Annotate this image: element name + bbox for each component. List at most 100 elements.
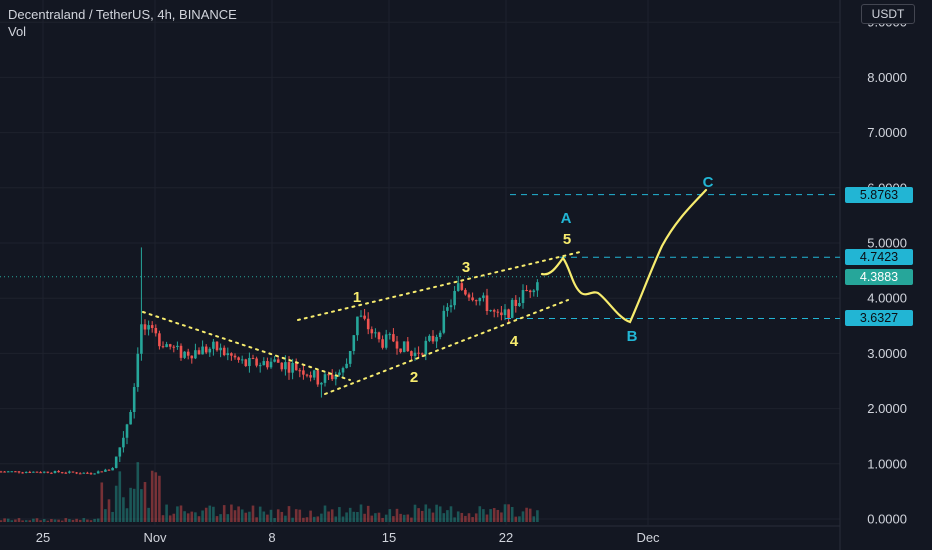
candle-body	[435, 336, 438, 342]
candle-body	[456, 283, 460, 291]
candle-body	[21, 472, 24, 474]
y-tick-label: 2.0000	[867, 401, 907, 416]
volume-bar	[359, 504, 363, 522]
candle-body	[496, 311, 500, 313]
volume-bar	[294, 509, 298, 522]
y-tick-label: 8.0000	[867, 70, 907, 85]
candle-body	[370, 329, 374, 334]
y-tick-label: 7.0000	[867, 125, 907, 140]
volume-bar	[467, 513, 471, 522]
candle-body	[186, 351, 190, 356]
candle-body	[503, 309, 507, 316]
volume-bar	[6, 518, 10, 522]
volume-bar	[503, 504, 507, 522]
volume-bar	[68, 519, 71, 522]
volume-bar	[143, 482, 147, 522]
volume-bar	[100, 482, 104, 522]
volume-bar	[327, 511, 330, 522]
candle-body	[276, 359, 280, 363]
volume-bar	[35, 518, 39, 522]
volume-bar	[345, 512, 348, 522]
candle-body	[172, 346, 176, 348]
volume-bar	[424, 504, 428, 522]
volume-bar	[240, 509, 244, 522]
volume-bar	[158, 475, 161, 522]
candle-body	[284, 362, 287, 370]
symbol-title[interactable]: Decentraland / TetherUS, 4h, BINANCE	[8, 7, 237, 22]
candle-body	[521, 290, 525, 303]
volume-bar	[172, 513, 176, 522]
volume-bar	[323, 505, 327, 522]
volume-bar	[305, 517, 309, 522]
volume-bar	[482, 509, 485, 522]
y-tick-label: 0.0000	[867, 512, 907, 527]
candle-body	[147, 325, 150, 330]
candle-body	[219, 347, 222, 351]
volume-bar	[431, 512, 435, 522]
candle-body	[78, 473, 82, 475]
volume-bar	[438, 506, 442, 522]
candle-body	[280, 362, 284, 370]
volume-bar	[449, 506, 453, 522]
falling-wedge-line	[142, 311, 351, 381]
candle-body	[536, 282, 539, 291]
candle-body	[305, 374, 309, 376]
candle-body	[114, 456, 118, 468]
candle-body	[323, 374, 327, 383]
volume-bar	[75, 518, 78, 522]
candle-body	[14, 471, 17, 473]
y-tick-label: 5.0000	[867, 236, 907, 251]
candle-body	[111, 467, 114, 471]
candle-body	[46, 471, 50, 473]
volume-bar	[96, 518, 100, 522]
volume-bar	[194, 512, 197, 522]
volume-bar	[93, 518, 96, 522]
volume-bar	[39, 520, 42, 522]
candle-body	[240, 359, 244, 361]
volume-bar	[125, 508, 129, 522]
candle-body	[507, 309, 510, 318]
volume-bar	[338, 507, 341, 522]
candle-body	[28, 471, 32, 473]
candle-body	[24, 471, 28, 473]
candle-body	[356, 316, 359, 336]
volume-bar	[478, 506, 482, 522]
candle-body	[64, 472, 68, 474]
volume-bar	[514, 516, 518, 522]
projected-wave-path	[540, 188, 708, 324]
candle-body	[93, 473, 96, 475]
volume-bar	[42, 519, 46, 522]
volume-bar	[536, 510, 539, 522]
volume-bar	[309, 510, 312, 522]
candle-body	[525, 290, 528, 292]
candle-body	[71, 471, 75, 473]
candle-body	[327, 374, 330, 376]
volume-indicator-label[interactable]: Vol	[8, 24, 27, 39]
volume-bar	[377, 512, 381, 522]
candle-body	[233, 355, 237, 358]
candle-body	[53, 471, 57, 473]
volume-bar	[168, 515, 172, 522]
candle-body	[489, 310, 492, 312]
candle-body	[510, 299, 514, 318]
volume-bar	[420, 510, 424, 522]
volume-bar	[107, 499, 111, 522]
volume-bar	[53, 519, 57, 522]
volume-bar	[381, 517, 384, 522]
volume-bar	[363, 513, 366, 522]
volume-bar	[492, 508, 496, 522]
candle-body	[366, 318, 370, 330]
volume-bar	[219, 514, 222, 522]
candle-body	[395, 341, 399, 349]
volume-bar	[356, 511, 359, 522]
wave-label-A: A	[561, 210, 572, 227]
currency-label[interactable]: USDT	[861, 4, 915, 24]
candle-body	[129, 411, 132, 425]
channel-lower-line	[324, 299, 569, 395]
x-tick-label: Dec	[636, 530, 660, 545]
candle-body	[39, 472, 42, 474]
volume-bar	[150, 470, 154, 522]
candle-body	[226, 353, 230, 356]
y-tick-label: 3.0000	[867, 346, 907, 361]
